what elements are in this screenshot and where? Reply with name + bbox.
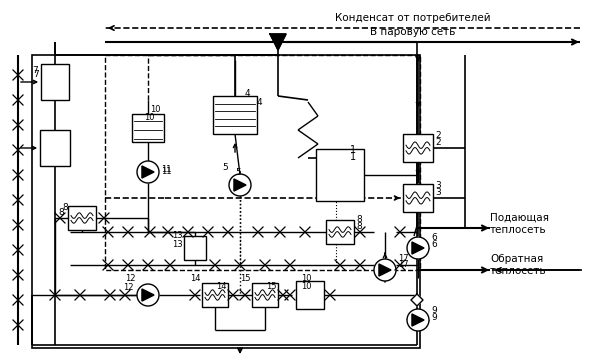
Text: Обратная
теплосеть: Обратная теплосеть	[490, 254, 547, 276]
Text: 13: 13	[172, 231, 183, 240]
Text: 5: 5	[235, 168, 241, 177]
Text: 11: 11	[161, 167, 172, 176]
Text: 3: 3	[435, 181, 441, 190]
Circle shape	[137, 284, 159, 306]
Text: 1: 1	[350, 145, 356, 155]
Text: 17: 17	[398, 254, 409, 263]
Text: 7: 7	[32, 66, 38, 75]
Text: 3: 3	[435, 188, 441, 197]
Circle shape	[229, 174, 251, 196]
Text: 8: 8	[356, 222, 362, 231]
Text: 10: 10	[144, 113, 155, 122]
Bar	[132, 114, 164, 142]
Text: 17: 17	[398, 260, 409, 269]
Text: 8: 8	[58, 208, 64, 217]
Bar	[202, 283, 228, 307]
Text: 12: 12	[125, 274, 136, 283]
Bar	[32, 55, 420, 348]
Text: 14: 14	[216, 282, 227, 291]
Bar	[403, 134, 433, 162]
Circle shape	[407, 309, 429, 331]
Text: 9: 9	[431, 313, 437, 322]
Text: 15: 15	[241, 274, 251, 283]
Text: 10: 10	[301, 274, 311, 283]
Text: 5: 5	[222, 163, 228, 172]
Text: 1: 1	[350, 152, 356, 162]
Text: 8: 8	[62, 203, 68, 212]
Text: 11: 11	[161, 166, 172, 175]
Text: 6: 6	[431, 233, 437, 242]
Polygon shape	[142, 289, 154, 301]
Bar	[40, 130, 70, 166]
Text: 7: 7	[33, 70, 39, 79]
Text: 10: 10	[301, 282, 311, 291]
Bar	[68, 206, 96, 230]
Text: 8: 8	[356, 215, 362, 224]
Text: 4: 4	[245, 89, 251, 98]
Polygon shape	[234, 179, 246, 191]
Bar	[296, 281, 324, 309]
Text: Подающая
теплосеть: Подающая теплосеть	[490, 213, 549, 234]
Polygon shape	[142, 166, 154, 178]
Circle shape	[374, 259, 396, 281]
Text: В паровую сеть: В паровую сеть	[370, 27, 455, 37]
Circle shape	[407, 237, 429, 259]
Bar	[105, 55, 420, 270]
Text: 15: 15	[266, 282, 277, 291]
Text: 9: 9	[431, 306, 437, 315]
Polygon shape	[379, 264, 391, 276]
Circle shape	[137, 161, 159, 183]
Text: 6: 6	[431, 240, 437, 249]
Text: 2: 2	[435, 131, 440, 140]
Polygon shape	[412, 314, 424, 326]
Text: 13: 13	[172, 240, 183, 249]
Bar	[326, 220, 354, 244]
Text: 14: 14	[191, 274, 201, 283]
Text: Конденсат от потребителей: Конденсат от потребителей	[335, 13, 491, 23]
Bar	[213, 96, 257, 134]
Text: 10: 10	[150, 105, 161, 114]
Bar	[41, 64, 69, 100]
Bar	[252, 283, 278, 307]
Polygon shape	[270, 34, 286, 50]
Polygon shape	[412, 242, 424, 254]
Text: 2: 2	[435, 138, 440, 147]
Polygon shape	[411, 294, 423, 306]
Text: 12: 12	[124, 283, 134, 292]
Text: 4: 4	[257, 98, 263, 107]
Bar	[184, 236, 206, 260]
Bar	[316, 149, 364, 201]
Bar	[403, 184, 433, 212]
